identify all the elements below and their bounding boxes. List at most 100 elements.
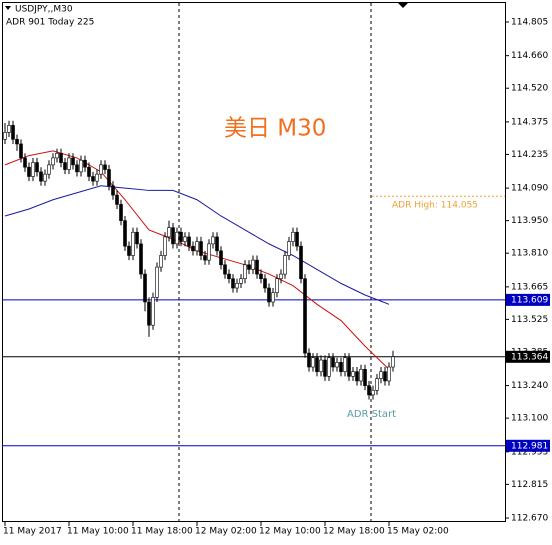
candle-body <box>75 164 79 173</box>
adr-high-label: ADR High: 114.055 <box>392 201 478 211</box>
candle-body <box>19 143 23 159</box>
candle-body <box>363 369 367 386</box>
y-tick-label: 113.950 <box>511 216 548 226</box>
candle-body <box>387 366 391 382</box>
y-tick-label: 114.090 <box>511 184 548 194</box>
candle-body <box>239 278 243 284</box>
candle-body <box>251 259 255 270</box>
candle-body <box>199 241 203 256</box>
x-tick-label: 15 May 02:00 <box>387 527 449 537</box>
candle-body <box>327 357 331 377</box>
candle-body <box>295 231 299 247</box>
candle-body <box>367 385 371 396</box>
candle-body <box>243 264 247 280</box>
y-tick-label: 112.955 <box>511 447 548 457</box>
candle-body <box>215 236 219 252</box>
candle-body <box>155 266 159 298</box>
y-tick-label: 114.805 <box>511 17 548 27</box>
candle-body <box>303 278 307 354</box>
candle-body <box>15 139 19 145</box>
symbol-label: USDJPY,,M30 <box>15 5 73 15</box>
price-tag <box>506 293 550 306</box>
candle-body <box>195 241 199 252</box>
candle-body <box>255 259 259 275</box>
y-tick-label: 114.660 <box>511 51 548 61</box>
candle-body <box>171 227 175 245</box>
x-tick-label: 12 May 02:00 <box>195 527 257 537</box>
moving-average <box>4 185 390 305</box>
candle-body <box>191 245 195 252</box>
x-tick-label: 12 May 10:00 <box>259 527 321 537</box>
candle-body <box>131 231 135 256</box>
candle-body <box>359 369 363 382</box>
candle-body <box>279 273 283 280</box>
candle-body <box>79 159 83 173</box>
candle-body <box>287 241 291 256</box>
candle-body <box>219 250 223 266</box>
candle-body <box>63 162 67 170</box>
candle-body <box>307 352 311 368</box>
candle-body <box>315 357 319 372</box>
candle-body <box>275 278 279 293</box>
candle-body <box>371 389 375 396</box>
candle-body <box>207 243 211 261</box>
candle-body <box>67 157 71 170</box>
x-tick-label: 11 May 18:00 <box>131 527 193 537</box>
candle-body <box>259 273 263 280</box>
candle-body <box>35 162 39 173</box>
candle-body <box>147 301 151 326</box>
y-tick-label: 112.670 <box>511 514 548 524</box>
candle-body <box>115 194 119 205</box>
candle-body <box>59 152 63 163</box>
candle-body <box>291 231 295 242</box>
x-tick-label: 12 May 18:00 <box>323 527 385 537</box>
candle-body <box>167 227 171 238</box>
candle-body <box>123 220 127 247</box>
candle-body <box>335 362 339 368</box>
adr-info: ADR 901 Today 225 <box>6 18 94 28</box>
price-tag <box>506 439 550 452</box>
candle-body <box>339 362 343 372</box>
candle-body <box>223 264 227 275</box>
candle-body <box>119 204 123 221</box>
candle-body <box>211 236 215 245</box>
candle-body <box>7 125 11 133</box>
candle-body <box>283 255 287 275</box>
candle-body <box>379 371 383 379</box>
candle-body <box>231 278 235 289</box>
candle-body <box>299 245 303 280</box>
candle-body <box>323 359 327 377</box>
candle-body <box>3 132 7 140</box>
candle-body <box>343 357 347 372</box>
candle-body <box>187 236 191 247</box>
candle-body <box>87 166 91 177</box>
price-tag-label: 113.364 <box>511 352 548 362</box>
candle-body <box>331 357 335 368</box>
candle-body <box>23 157 27 168</box>
adr-start-label: ADR Start <box>347 409 396 420</box>
candle-body <box>135 231 139 245</box>
candle-body <box>27 166 31 177</box>
x-tick-label: 11 May 10:00 <box>67 527 129 537</box>
y-tick-label: 114.235 <box>511 150 548 160</box>
candle-body <box>55 152 59 159</box>
candle-body <box>271 292 275 303</box>
candle-body <box>355 371 359 382</box>
candle-body <box>143 273 147 303</box>
candle-body <box>99 164 103 175</box>
price-tag-label: 112.981 <box>511 441 548 451</box>
candle-body <box>111 185 115 196</box>
y-tick-label: 112.815 <box>511 480 548 490</box>
plot-frame <box>2 2 506 522</box>
shift-marker[interactable] <box>398 3 408 8</box>
y-tick-label: 113.100 <box>511 414 548 424</box>
candle-body <box>319 359 323 372</box>
candle-body <box>311 357 315 368</box>
candle-body <box>95 173 99 182</box>
candle-body <box>107 169 111 187</box>
collapse-arrow[interactable] <box>5 6 11 10</box>
y-tick-label: 113.525 <box>511 315 548 325</box>
candle-body <box>383 371 387 382</box>
